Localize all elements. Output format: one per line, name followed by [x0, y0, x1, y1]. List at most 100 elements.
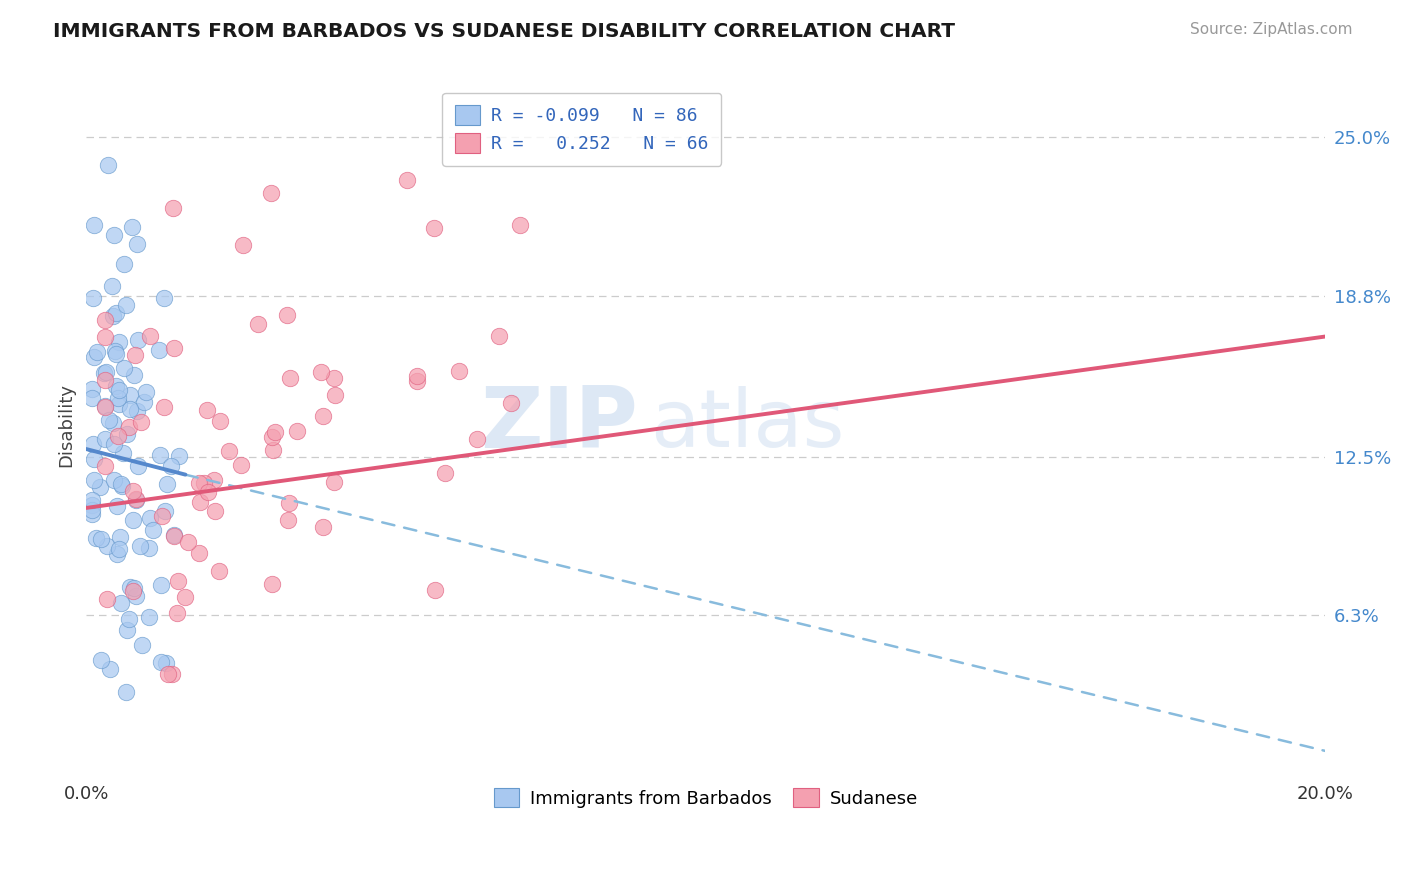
Point	[127, 459, 149, 474]
Point	[163, 528, 186, 542]
Point	[195, 403, 218, 417]
Point	[395, 173, 418, 187]
Point	[82, 507, 104, 521]
Point	[124, 348, 146, 362]
Point	[107, 383, 129, 397]
Point	[188, 494, 211, 508]
Point	[229, 458, 252, 473]
Point	[125, 236, 148, 251]
Point	[105, 499, 128, 513]
Point	[202, 474, 225, 488]
Point	[276, 309, 298, 323]
Point	[156, 667, 179, 681]
Point	[120, 388, 142, 402]
Point	[197, 485, 219, 500]
Point	[82, 498, 104, 512]
Point	[131, 638, 153, 652]
Point	[405, 369, 427, 384]
Point	[465, 432, 488, 446]
Point	[94, 365, 117, 379]
Point	[107, 547, 129, 561]
Point	[127, 334, 149, 348]
Point	[94, 458, 117, 473]
Point	[124, 491, 146, 506]
Text: IMMIGRANTS FROM BARBADOS VS SUDANESE DISABILITY CORRELATION CHART: IMMIGRANTS FROM BARBADOS VS SUDANESE DIS…	[53, 22, 956, 41]
Point	[262, 577, 284, 591]
Point	[139, 511, 162, 525]
Point	[323, 387, 346, 401]
Point	[100, 662, 122, 676]
Point	[246, 318, 269, 332]
Point	[117, 427, 139, 442]
Point	[82, 291, 104, 305]
Point	[112, 361, 135, 376]
Point	[232, 238, 254, 252]
Point	[488, 329, 510, 343]
Point	[115, 297, 138, 311]
Point	[262, 442, 284, 457]
Point	[103, 228, 125, 243]
Point	[107, 428, 129, 442]
Point	[82, 492, 104, 507]
Point	[425, 582, 447, 597]
Point	[163, 341, 186, 355]
Point	[103, 473, 125, 487]
Point	[115, 685, 138, 699]
Point	[94, 400, 117, 414]
Point	[101, 417, 124, 431]
Point	[83, 218, 105, 232]
Point	[166, 606, 188, 620]
Point	[90, 532, 112, 546]
Y-axis label: Disability: Disability	[58, 383, 75, 467]
Point	[499, 396, 522, 410]
Point	[82, 391, 104, 405]
Point	[193, 475, 215, 490]
Point	[103, 309, 125, 323]
Point	[260, 186, 283, 200]
Point	[277, 496, 299, 510]
Point	[122, 583, 145, 598]
Text: ZIP: ZIP	[479, 384, 638, 467]
Point	[127, 403, 149, 417]
Point	[118, 611, 141, 625]
Point	[150, 508, 173, 523]
Point	[83, 452, 105, 467]
Point	[118, 401, 141, 416]
Point	[160, 458, 183, 473]
Point	[149, 656, 172, 670]
Point	[94, 373, 117, 387]
Point	[122, 483, 145, 498]
Point	[122, 368, 145, 382]
Point	[449, 364, 471, 378]
Point	[97, 413, 120, 427]
Point	[118, 420, 141, 434]
Point	[188, 475, 211, 490]
Point	[149, 448, 172, 462]
Text: atlas: atlas	[650, 385, 845, 464]
Point	[149, 578, 172, 592]
Point	[125, 589, 148, 603]
Point	[89, 480, 111, 494]
Point	[135, 384, 157, 399]
Point	[110, 477, 132, 491]
Point	[423, 221, 446, 235]
Point	[105, 347, 128, 361]
Point	[128, 539, 150, 553]
Point	[94, 432, 117, 446]
Point	[103, 437, 125, 451]
Point	[509, 218, 531, 232]
Point	[312, 409, 335, 423]
Point	[264, 425, 287, 439]
Point	[86, 531, 108, 545]
Point	[277, 513, 299, 527]
Point	[323, 370, 346, 384]
Point	[115, 623, 138, 637]
Point	[107, 391, 129, 405]
Point	[108, 335, 131, 350]
Point	[155, 503, 177, 517]
Point	[104, 379, 127, 393]
Point	[111, 479, 134, 493]
Point	[208, 564, 231, 578]
Point	[90, 653, 112, 667]
Point	[204, 504, 226, 518]
